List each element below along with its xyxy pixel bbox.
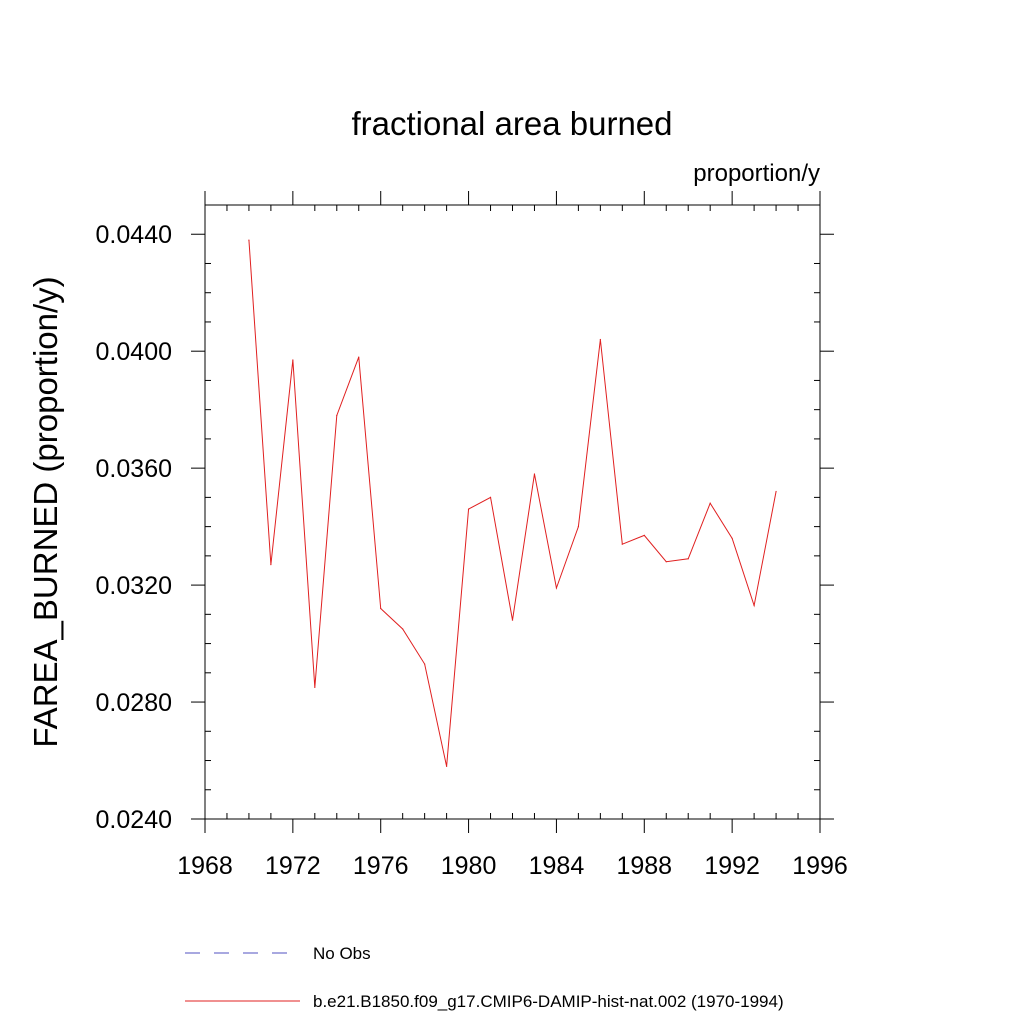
series-line-1 <box>248 240 777 767</box>
x-tick-label: 1984 <box>529 852 585 880</box>
data-point <box>270 564 272 566</box>
legend-label-model: b.e21.B1850.f09_g17.CMIP6-DAMIP-hist-nat… <box>313 992 784 1011</box>
data-point <box>753 604 755 607</box>
y-tick-label: 0.0280 <box>96 689 172 717</box>
data-point <box>336 414 338 417</box>
x-tick-label: 1980 <box>441 852 497 880</box>
data-point <box>314 686 316 689</box>
data-point <box>511 619 514 621</box>
data-point <box>731 537 733 539</box>
data-point <box>467 508 470 510</box>
y-tick-label: 0.0240 <box>96 806 172 834</box>
y-axis-label: FAREA_BURNED (proportion/y) <box>27 276 64 747</box>
y-tick-label: 0.0400 <box>96 338 172 366</box>
data-point <box>709 502 711 504</box>
data-point <box>489 496 492 498</box>
data-point <box>621 543 623 545</box>
data-point <box>643 534 645 536</box>
x-tick-label: 1976 <box>353 852 409 880</box>
x-tick-label: 1972 <box>265 852 321 880</box>
data-point <box>380 607 382 610</box>
data-point <box>665 561 667 563</box>
x-tick-label: 1968 <box>177 852 233 880</box>
data-point <box>533 473 536 475</box>
data-point <box>555 587 558 589</box>
legend-label-no-obs: No Obs <box>313 944 371 963</box>
data-point <box>687 558 689 560</box>
data-point <box>358 356 360 358</box>
plot-frame <box>204 204 821 820</box>
data-point <box>292 359 294 361</box>
y-tick-labels: 0.0240 0.0280 0.0320 0.0360 0.0400 0.0440 <box>96 221 172 834</box>
chart-title: fractional area burned <box>351 105 672 142</box>
x-tick-label: 1996 <box>792 852 848 880</box>
axis-ticks <box>191 191 834 833</box>
y-tick-label: 0.0360 <box>96 455 172 483</box>
x-tick-label: 1988 <box>616 852 672 880</box>
x-tick-labels: 1968 1972 1976 1980 1984 1988 1992 1996 <box>177 852 848 880</box>
x-tick-label: 1992 <box>704 852 760 880</box>
data-point <box>577 526 579 528</box>
data-point <box>424 663 426 665</box>
y-tick-label: 0.0320 <box>96 572 172 600</box>
data-point <box>599 338 601 341</box>
data-point <box>775 490 777 493</box>
chart-subtitle: proportion/y <box>693 160 820 187</box>
data-point <box>402 628 404 630</box>
series-layer <box>248 239 777 767</box>
data-point <box>248 239 250 241</box>
data-point <box>446 765 448 767</box>
y-tick-label: 0.0440 <box>96 221 172 249</box>
